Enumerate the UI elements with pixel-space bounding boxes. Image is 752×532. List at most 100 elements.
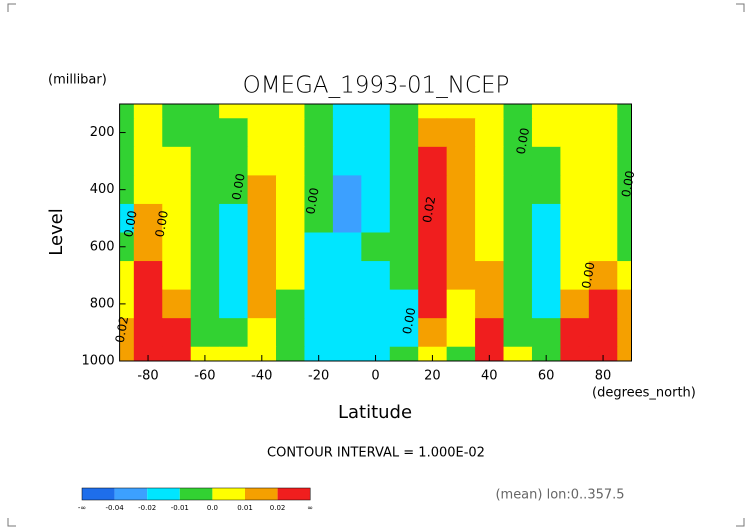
colorbar-label: -∞ bbox=[78, 504, 86, 512]
x-tick-label: 40 bbox=[481, 369, 498, 384]
contour-cell bbox=[446, 346, 476, 362]
contour-cell bbox=[190, 175, 220, 205]
contour-cell bbox=[247, 203, 277, 233]
contour-cell bbox=[588, 318, 618, 348]
contour-cell bbox=[190, 289, 220, 319]
contour-cell bbox=[617, 175, 632, 205]
contour-cell bbox=[475, 261, 505, 291]
contour-cell bbox=[276, 232, 305, 262]
x-tick-label: 80 bbox=[595, 369, 612, 384]
contour-label: 0.00 bbox=[619, 169, 637, 198]
contour-cell bbox=[560, 118, 590, 148]
y-tick-label: 800 bbox=[90, 296, 115, 311]
contour-cell bbox=[503, 146, 533, 176]
contour-cell bbox=[389, 118, 419, 148]
contour-label: 0.00 bbox=[303, 187, 321, 216]
contour-cell bbox=[361, 175, 391, 205]
contour-cell bbox=[361, 346, 391, 362]
contour-cell bbox=[531, 203, 561, 233]
colorbar-label: 0.01 bbox=[237, 504, 253, 512]
contour-cell bbox=[588, 146, 618, 176]
corner-mark bbox=[736, 518, 745, 527]
contour-cell bbox=[475, 146, 505, 176]
contour-cell bbox=[531, 289, 561, 319]
y-tick-label: 1000 bbox=[82, 354, 115, 369]
contour-cell bbox=[304, 232, 334, 262]
contour-cell bbox=[276, 175, 305, 205]
contour-cell bbox=[190, 318, 220, 348]
contour-cell bbox=[389, 261, 419, 291]
contour-cell bbox=[588, 203, 618, 233]
contour-cell bbox=[588, 346, 618, 362]
contour-cell bbox=[560, 203, 590, 233]
contour-label: 0.00 bbox=[229, 172, 247, 201]
contour-cell bbox=[332, 146, 362, 176]
contour-cell bbox=[446, 175, 476, 205]
contour-cell bbox=[361, 318, 391, 348]
contour-label: 0.00 bbox=[400, 307, 418, 336]
contour-cell bbox=[162, 346, 192, 362]
contour-cell bbox=[418, 175, 448, 205]
contour-cell bbox=[190, 261, 220, 291]
contour-cell bbox=[304, 146, 334, 176]
contour-cell bbox=[219, 346, 249, 362]
contour-cell bbox=[446, 104, 476, 119]
x-tick-label: -80 bbox=[137, 369, 158, 384]
x-tick-label: 0 bbox=[371, 369, 379, 384]
contour-cell bbox=[219, 289, 249, 319]
contour-cell bbox=[247, 261, 277, 291]
y-tick-label: 600 bbox=[90, 239, 115, 254]
corner-mark bbox=[736, 3, 745, 12]
contour-cell bbox=[418, 346, 448, 362]
contour-cell bbox=[219, 261, 249, 291]
contour-cell bbox=[133, 203, 163, 233]
contour-cell bbox=[475, 346, 505, 362]
contour-cell bbox=[531, 318, 561, 348]
contour-cell bbox=[332, 118, 362, 148]
colorbar-label: -0.04 bbox=[106, 504, 125, 512]
contour-cell bbox=[617, 146, 632, 176]
contour-cell bbox=[531, 175, 561, 205]
contour-cell bbox=[503, 261, 533, 291]
contour-cell bbox=[503, 318, 533, 348]
contour-cell bbox=[475, 232, 505, 262]
contour-cell bbox=[617, 318, 632, 348]
contour-cell bbox=[247, 318, 277, 348]
contour-cell bbox=[119, 203, 135, 233]
contour-cell bbox=[332, 175, 362, 205]
contour-cell bbox=[503, 203, 533, 233]
contour-cell bbox=[162, 118, 192, 148]
contour-cell bbox=[247, 346, 277, 362]
contour-cell bbox=[560, 261, 590, 291]
contour-cell bbox=[162, 261, 192, 291]
contour-cell bbox=[418, 232, 448, 262]
contour-cell bbox=[247, 289, 277, 319]
contour-cell bbox=[219, 232, 249, 262]
contour-cell bbox=[304, 318, 334, 348]
contour-cell bbox=[133, 261, 163, 291]
contour-cell bbox=[531, 346, 561, 362]
contour-cell bbox=[475, 175, 505, 205]
contour-cell bbox=[119, 346, 135, 362]
contour-cell bbox=[119, 118, 135, 148]
contour-cell bbox=[133, 175, 163, 205]
x-tick-label: 20 bbox=[424, 369, 441, 384]
contour-cell bbox=[276, 118, 305, 148]
contour-cell bbox=[588, 232, 618, 262]
contour-cell bbox=[560, 346, 590, 362]
contour-cell bbox=[617, 289, 632, 319]
contour-cell bbox=[332, 346, 362, 362]
footnote: (mean) lon:0..357.5 bbox=[495, 488, 624, 503]
y-axis-label: Level bbox=[46, 208, 67, 256]
contour-cell bbox=[475, 289, 505, 319]
contour-cell bbox=[119, 175, 135, 205]
contour-label: 0.00 bbox=[153, 209, 171, 238]
contour-cell bbox=[475, 318, 505, 348]
contour-cell bbox=[503, 175, 533, 205]
contour-cell bbox=[503, 232, 533, 262]
contour-cell bbox=[531, 232, 561, 262]
contour-cell bbox=[531, 146, 561, 176]
contour-cell bbox=[133, 289, 163, 319]
contour-cell bbox=[276, 346, 305, 362]
